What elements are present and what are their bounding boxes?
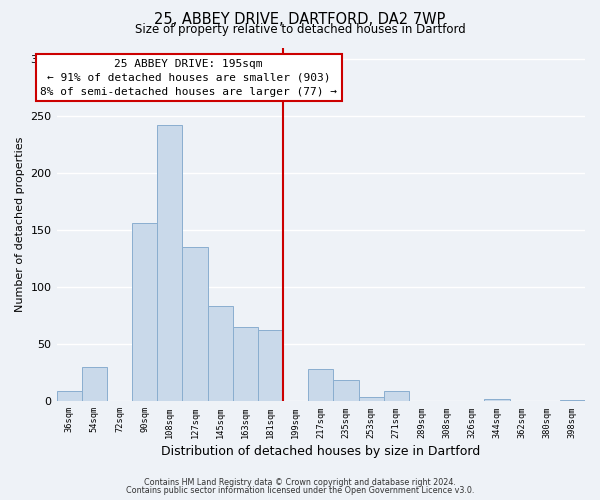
Bar	[233, 327, 258, 401]
Bar	[484, 399, 509, 401]
Bar	[383, 391, 409, 401]
Y-axis label: Number of detached properties: Number of detached properties	[15, 136, 25, 312]
X-axis label: Distribution of detached houses by size in Dartford: Distribution of detached houses by size …	[161, 444, 481, 458]
Bar	[334, 380, 359, 401]
Bar	[258, 330, 283, 401]
Text: Contains HM Land Registry data © Crown copyright and database right 2024.: Contains HM Land Registry data © Crown c…	[144, 478, 456, 487]
Bar	[359, 396, 383, 401]
Bar	[560, 400, 585, 401]
Bar	[208, 306, 233, 401]
Text: 25 ABBEY DRIVE: 195sqm
← 91% of detached houses are smaller (903)
8% of semi-det: 25 ABBEY DRIVE: 195sqm ← 91% of detached…	[40, 59, 337, 97]
Bar	[157, 125, 182, 401]
Bar	[182, 247, 208, 401]
Bar	[308, 369, 334, 401]
Bar	[56, 391, 82, 401]
Text: 25, ABBEY DRIVE, DARTFORD, DA2 7WP: 25, ABBEY DRIVE, DARTFORD, DA2 7WP	[154, 12, 446, 28]
Text: Contains public sector information licensed under the Open Government Licence v3: Contains public sector information licen…	[126, 486, 474, 495]
Text: Size of property relative to detached houses in Dartford: Size of property relative to detached ho…	[134, 24, 466, 36]
Bar	[82, 367, 107, 401]
Bar	[132, 223, 157, 401]
